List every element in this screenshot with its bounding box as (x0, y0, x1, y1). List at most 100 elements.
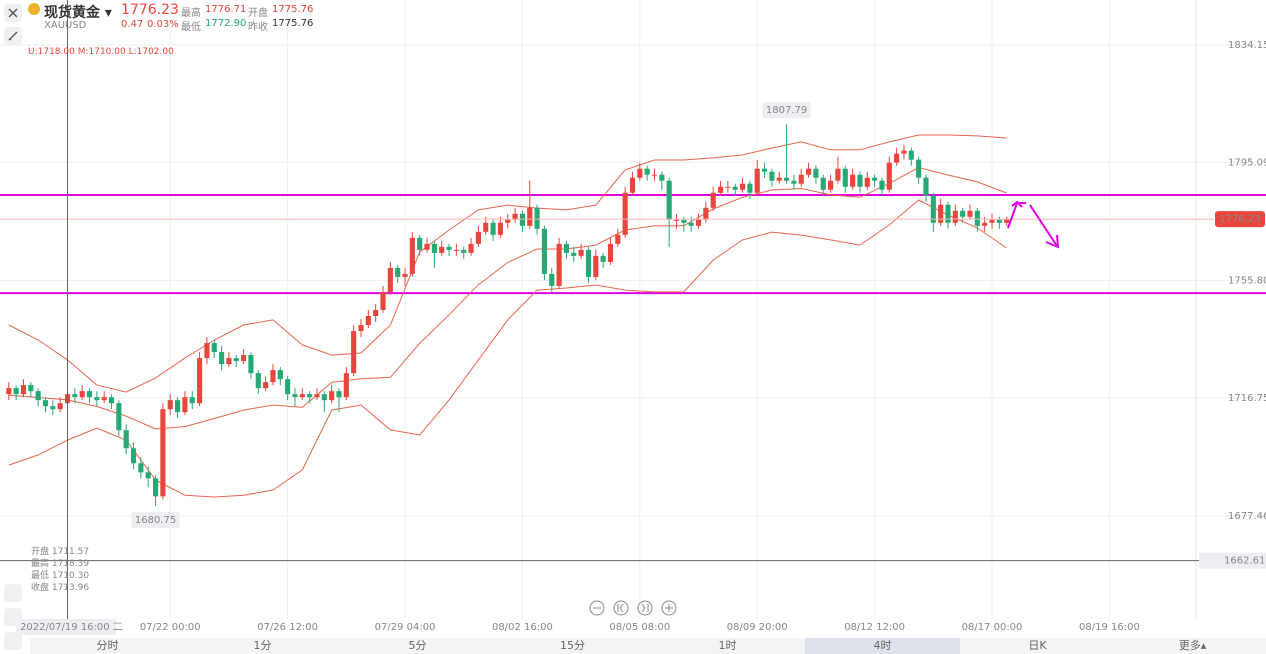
candle-body (380, 291, 386, 310)
close-glyph (8, 8, 18, 18)
candle-body (791, 180, 797, 184)
candle-body (336, 391, 342, 398)
candle-body (116, 403, 122, 431)
candle-body (468, 243, 474, 253)
candle-body (299, 394, 305, 398)
period-tab[interactable]: 1分 (253, 639, 272, 652)
period-tab[interactable]: 1时 (718, 639, 737, 652)
instrument-name[interactable]: 现货黄金 ▾ (44, 5, 112, 21)
candle-body (593, 255, 599, 277)
candle-body (549, 273, 555, 286)
x-tick-label: 08/05 08:00 (609, 622, 670, 633)
candle-body (211, 343, 217, 353)
x-tick-label: 08/12 12:00 (844, 622, 905, 633)
crosshair-price: 1662.61 (1224, 556, 1265, 567)
candle-body (974, 210, 980, 226)
candle-body (945, 204, 951, 223)
down-arrow-head (1045, 234, 1060, 249)
last-price-box (1215, 211, 1265, 228)
candle-body (483, 222, 489, 232)
candle-body (996, 219, 1002, 223)
candle-body (329, 391, 335, 401)
candle-body (505, 219, 511, 223)
high-label: 最高 (181, 8, 201, 19)
period-tab[interactable]: 15分 (560, 639, 585, 652)
candle-body (277, 370, 283, 380)
candle-body (35, 391, 41, 401)
x-tick-label: 08/19 16:00 (1079, 622, 1140, 633)
candle-body (798, 174, 804, 184)
candle-body (20, 385, 27, 395)
candle-body (358, 325, 364, 332)
candle-body (952, 210, 958, 223)
candle-body (960, 210, 966, 217)
y-tick-label: 1755.80 (1228, 276, 1266, 287)
y-tick-label: 1716.75 (1228, 393, 1266, 404)
up-arrow (1007, 202, 1026, 229)
candle-body (908, 150, 914, 160)
candle-body (534, 207, 540, 229)
info-line: 最高 1718.39 (31, 559, 90, 569)
candle-body (710, 192, 716, 208)
indicator-button[interactable] (4, 584, 22, 602)
candle-body (629, 177, 636, 193)
period-tab[interactable]: 4时 (805, 638, 960, 654)
candle-body (101, 397, 107, 401)
candle-body (189, 397, 195, 404)
candle-body (233, 358, 239, 362)
close-button[interactable] (4, 4, 22, 22)
candle-body (695, 219, 702, 226)
low-label: 最低 (181, 22, 201, 33)
candle-body (600, 255, 606, 262)
candle-body (6, 388, 12, 395)
candle-body (512, 213, 518, 220)
crosshair-time-box (16, 619, 116, 635)
pen-button[interactable] (4, 608, 22, 626)
candle-body (57, 403, 63, 410)
draw-tool-button[interactable] (4, 27, 22, 45)
candle-body (879, 180, 885, 190)
candle-body (872, 177, 878, 181)
candle-body (285, 379, 291, 395)
open-label: 开盘 (248, 8, 268, 19)
crosshair-price-box (1199, 552, 1266, 569)
period-tab[interactable]: 日K (1028, 639, 1047, 652)
candle-body (395, 267, 401, 277)
info-line: 开盘 1711.57 (31, 547, 90, 557)
candle-body (182, 397, 188, 413)
candle-body (28, 385, 34, 392)
candle-body (402, 273, 408, 277)
candle-body (894, 153, 900, 163)
candle-body (578, 249, 584, 256)
candle-body (607, 243, 614, 262)
candle-body (13, 388, 19, 395)
candle-body (263, 382, 269, 389)
candle-body (930, 195, 936, 223)
candle-body (130, 448, 137, 464)
candle-body (145, 472, 151, 479)
up-arrow-head (1011, 200, 1023, 208)
candle-body (659, 174, 665, 181)
candle-body (226, 358, 232, 365)
candle-body (739, 183, 746, 190)
candle-body (292, 394, 298, 398)
candle-body (152, 478, 159, 497)
candle-body (461, 249, 467, 253)
candle-body (717, 186, 724, 193)
nav-buttons[interactable] (589, 600, 677, 616)
candle-body (424, 243, 430, 250)
chart-type-button[interactable] (4, 632, 22, 650)
y-tick-label: 1795.09 (1228, 157, 1266, 168)
period-tab[interactable]: 分时 (96, 639, 119, 652)
candle-body (343, 373, 349, 398)
down-arrow (1029, 204, 1058, 247)
period-tab[interactable]: 5分 (408, 639, 427, 652)
candle-body (828, 180, 834, 190)
candle-body (527, 207, 533, 226)
x-tick-label: 07/22 00:00 (140, 622, 201, 633)
candle-body (314, 394, 320, 398)
period-tab[interactable]: 更多▴ (1178, 639, 1207, 652)
candle-body (725, 186, 731, 188)
candle-body (622, 192, 628, 235)
